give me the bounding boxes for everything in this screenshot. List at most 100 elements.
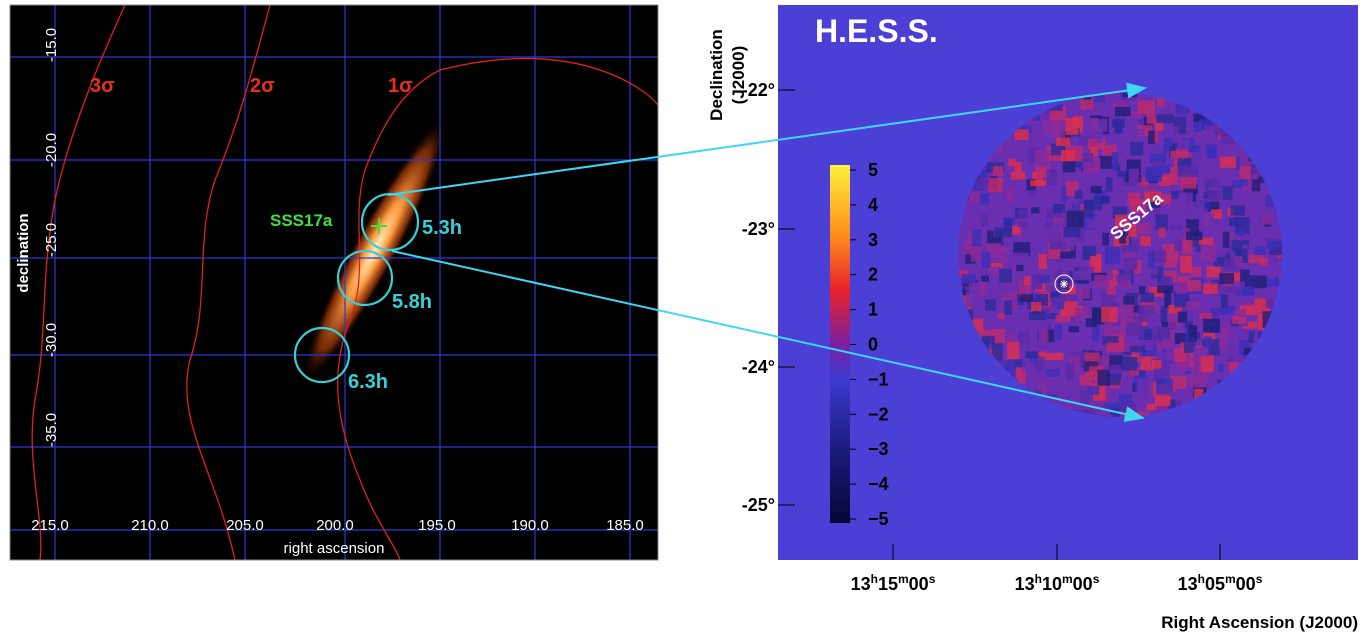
map-pixel	[1019, 293, 1034, 302]
map-pixel	[1099, 355, 1117, 367]
map-pixel	[1085, 318, 1097, 328]
x-tick-part: m	[1225, 572, 1236, 586]
map-pixel	[972, 317, 984, 334]
y-tick-label: -23°	[742, 219, 775, 239]
probability-band	[301, 117, 449, 383]
map-pixel	[981, 275, 989, 282]
map-pixel	[1164, 290, 1172, 308]
map-pixel	[1006, 188, 1014, 203]
map-pixel	[1119, 274, 1132, 289]
map-pixel	[1230, 205, 1246, 216]
map-pixel	[1017, 277, 1024, 288]
colorbar-tick-label: −1	[868, 369, 889, 389]
map-pixel	[1011, 171, 1026, 180]
map-pixel	[1239, 165, 1251, 180]
map-pixel	[1169, 400, 1182, 407]
map-pixel	[1060, 131, 1072, 144]
map-pixel	[1028, 311, 1046, 321]
map-pixel	[1232, 309, 1246, 319]
x-tick-part: 00	[1236, 574, 1256, 594]
map-pixel	[1151, 360, 1162, 369]
map-pixel	[1143, 267, 1158, 275]
map-pixel	[1089, 118, 1108, 132]
map-pixel	[1234, 255, 1243, 267]
map-pixel	[971, 284, 987, 297]
map-pixel	[1007, 341, 1020, 360]
map-pixel	[1180, 173, 1197, 189]
map-pixel	[1039, 282, 1057, 293]
panel-title: H.E.S.S.	[815, 13, 938, 49]
map-pixel	[1007, 333, 1017, 347]
map-pixel	[1180, 255, 1192, 273]
map-pixel	[1169, 223, 1183, 231]
x-tick-part: 13	[1015, 574, 1035, 594]
map-pixel	[1208, 195, 1220, 212]
map-pixel	[1210, 308, 1228, 315]
map-pixel	[977, 177, 988, 190]
map-pixel	[1188, 374, 1207, 388]
map-pixel	[1083, 199, 1094, 218]
map-pixel	[1156, 378, 1174, 393]
map-pixel	[1093, 260, 1102, 273]
map-pixel	[1095, 125, 1104, 143]
map-pixel	[1262, 213, 1272, 225]
map-pixel	[1147, 144, 1164, 154]
map-pixel	[1193, 114, 1202, 132]
left-frame	[9, 4, 659, 561]
map-pixel	[1126, 111, 1143, 118]
map-pixel	[1152, 250, 1167, 263]
left-background	[10, 5, 658, 560]
map-pixel	[1128, 223, 1138, 238]
map-pixel	[1238, 228, 1245, 237]
map-pixel	[1174, 240, 1187, 251]
map-pixel	[1174, 333, 1191, 344]
map-pixel	[1215, 248, 1226, 257]
map-pixel	[1194, 388, 1204, 400]
map-pixel	[978, 193, 989, 205]
map-pixel	[992, 166, 1004, 176]
map-pixel	[1204, 178, 1220, 188]
map-pixel	[1248, 330, 1255, 344]
map-pixel	[1168, 304, 1182, 315]
map-pixel	[1162, 101, 1174, 111]
map-pixel	[990, 266, 1002, 277]
right-panel: H.E.S.S. SSS17a	[778, 5, 1358, 560]
map-pixel	[1248, 219, 1265, 232]
map-pixel	[973, 302, 982, 320]
map-pixel	[1233, 281, 1245, 291]
map-pixel	[1078, 136, 1095, 146]
map-pixel	[1104, 264, 1114, 281]
map-pixel	[1102, 232, 1109, 246]
map-pixel	[1046, 352, 1064, 360]
map-pixel	[1014, 359, 1026, 368]
map-pixel	[1126, 323, 1142, 336]
map-pixel	[1157, 164, 1171, 174]
map-pixel	[1011, 271, 1020, 289]
x-tick-part: 00	[1073, 574, 1093, 594]
map-pixel	[958, 270, 968, 278]
map-pixel	[1113, 271, 1120, 284]
map-pixel	[1160, 306, 1167, 324]
x-tick-label: 13h05m00s	[1178, 572, 1263, 594]
x-tick-label: 215.0	[31, 517, 69, 534]
map-pixel	[1078, 153, 1094, 163]
map-pixel	[970, 243, 983, 262]
map-pixel	[1068, 326, 1080, 333]
map-pixel	[1152, 373, 1171, 382]
map-pixel	[1154, 394, 1171, 406]
map-pixel	[1219, 332, 1228, 351]
map-pixel	[1144, 191, 1162, 203]
map-pixel	[1103, 414, 1115, 417]
map-pixel	[1130, 346, 1147, 353]
map-pixel	[1174, 347, 1186, 362]
map-pixel	[1278, 273, 1282, 281]
map-pixel	[965, 253, 976, 264]
map-pixel	[1156, 114, 1174, 124]
colorbar-tick-label: 2	[868, 265, 878, 285]
map-pixel	[1075, 277, 1090, 284]
x-tick-label: 195.0	[418, 517, 456, 534]
map-pixel	[1206, 144, 1218, 158]
colorbar-tick-label: 1	[868, 300, 878, 320]
map-pixel	[1161, 277, 1174, 289]
